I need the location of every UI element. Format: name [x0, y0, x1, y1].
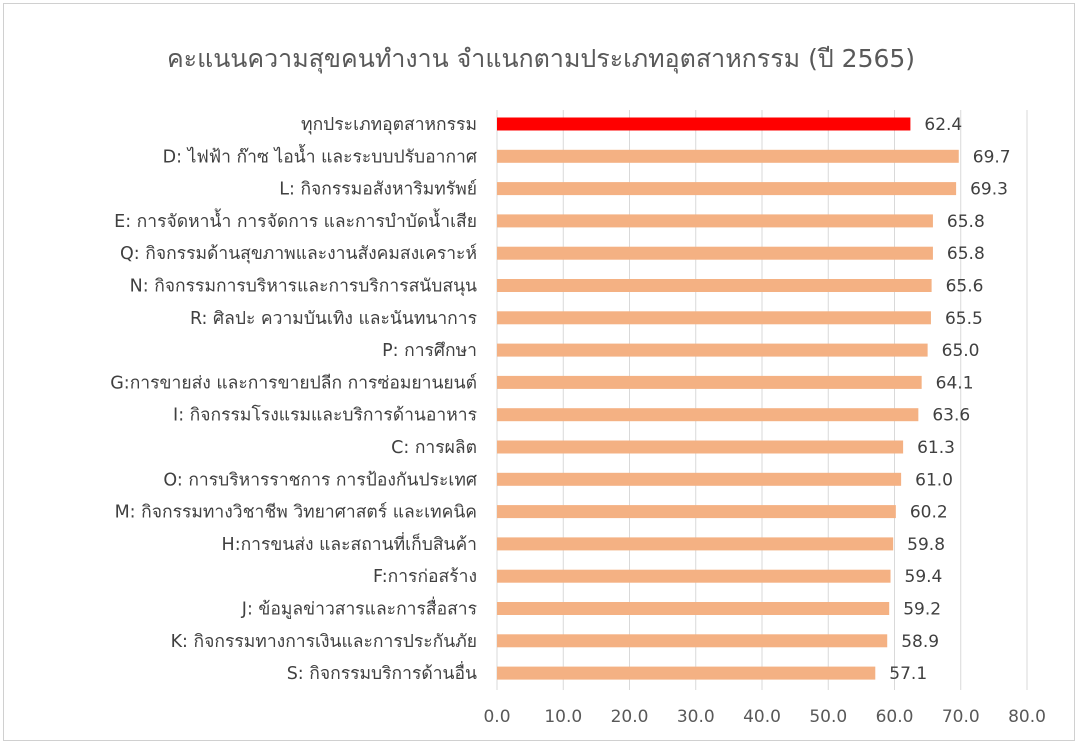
- category-label-16: K: กิจกรรมทางการเงินและการประกันภัย: [171, 632, 477, 652]
- category-label-2: L: กิจกรรมอสังหาริมทรัพย์: [279, 179, 477, 200]
- bar-9: [497, 408, 919, 422]
- bar-5: [497, 279, 932, 292]
- bar-14: [497, 569, 891, 583]
- category-label-12: M: กิจกรรมทางวิชาชีพ วิทยาศาสตร์ และเทคน…: [115, 502, 477, 523]
- value-label-0: 62.4: [924, 115, 962, 135]
- category-label-1: D: ไฟฟ้า ก๊าซ ไอน้ำ และระบบปรับอากาศ: [163, 143, 477, 167]
- value-label-10: 61.3: [917, 438, 955, 458]
- value-label-3: 65.8: [947, 212, 985, 232]
- bar-1: [497, 149, 959, 163]
- category-label-17: S: กิจกรรมบริการด้านอื่น: [287, 661, 477, 684]
- value-label-11: 61.0: [915, 470, 953, 490]
- category-label-0: ทุกประเภทอุตสาหกรรม: [301, 115, 477, 135]
- value-label-16: 58.9: [901, 632, 939, 652]
- category-label-10: C: การผลิต: [391, 438, 477, 458]
- chart-title: คะแนนความสุขคนทำงาน จำแนกตามประเภทอุตสาห…: [167, 44, 915, 74]
- x-tick-label-4: 40.0: [743, 707, 781, 727]
- chart-frame: คะแนนความสุขคนทำงาน จำแนกตามประเภทอุตสาห…: [3, 3, 1075, 741]
- bars: [497, 117, 959, 680]
- value-label-15: 59.2: [903, 600, 941, 620]
- bar-13: [497, 537, 894, 551]
- bar-11: [497, 472, 902, 486]
- category-label-15: J: ข้อมูลข่าวสารและการสื่อสาร: [241, 597, 477, 620]
- bar-12: [497, 505, 896, 519]
- category-label-8: G:การขายส่ง และการขายปลีก การซ่อมยานยนต์: [110, 372, 477, 393]
- category-label-3: E: การจัดหาน้ำ การจัดการ และการบำบัดน้ำเ…: [114, 208, 477, 232]
- x-tick-label-3: 30.0: [677, 707, 715, 727]
- bar-6: [497, 311, 931, 325]
- value-label-7: 65.0: [942, 341, 980, 361]
- value-label-5: 65.6: [946, 277, 984, 297]
- value-label-6: 65.5: [945, 309, 983, 329]
- x-tick-label-6: 60.0: [876, 707, 914, 727]
- x-axis-tick-labels: 0.0 10.0 20.0 30.0 40.0 50.0 60.0 70.0 80.0: [483, 707, 1045, 727]
- value-label-17: 57.1: [889, 664, 927, 684]
- category-label-6: R: ศิลปะ ความบันเทิง และนันทนาการ: [190, 309, 477, 329]
- bar-0: [497, 117, 911, 131]
- value-label-13: 59.8: [907, 535, 945, 555]
- bar-16: [497, 634, 888, 648]
- value-label-1: 69.7: [973, 147, 1011, 167]
- value-label-2: 69.3: [970, 180, 1008, 200]
- bar-8: [497, 375, 922, 389]
- bar-chart: คะแนนความสุขคนทำงาน จำแนกตามประเภทอุตสาห…: [110, 44, 1046, 727]
- category-label-9: I: กิจกรรมโรงแรมและบริการด้านอาหาร: [173, 405, 477, 426]
- category-label-13: H:การขนส่ง และสถานที่เก็บสินค้า: [222, 532, 477, 555]
- x-tick-label-8: 80.0: [1008, 707, 1046, 727]
- x-tick-label-0: 0.0: [483, 707, 510, 727]
- category-label-11: O: การบริหารราชการ การป้องกันประเทศ: [163, 470, 477, 490]
- value-labels: 62.4 69.7 69.3 65.8 65.8 65.6 65.5 65.0 64.1 63.6…: [889, 115, 1010, 684]
- bar-4: [497, 246, 933, 260]
- bar-10: [497, 440, 904, 454]
- grid-lines: [496, 110, 1028, 690]
- value-label-9: 63.6: [932, 406, 970, 426]
- bar-7: [497, 343, 928, 357]
- category-label-7: P: การศึกษา: [382, 341, 477, 361]
- bar-3: [497, 214, 933, 228]
- bar-15: [497, 602, 890, 615]
- category-label-4: Q: กิจกรรมด้านสุขภาพและงานสังคมสงเคราะห์: [120, 243, 477, 264]
- bar-17: [497, 666, 876, 680]
- value-label-14: 59.4: [905, 567, 943, 587]
- category-labels: ทุกประเภทอุตสาหกรรม D: ไฟฟ้า ก๊าซ ไอน้ำ แ…: [110, 115, 477, 684]
- category-label-14: F:การก่อสร้าง: [373, 567, 477, 587]
- x-tick-label-5: 50.0: [809, 707, 847, 727]
- category-label-5: N: กิจกรรมการบริหารและการบริการสนับสนุน: [130, 277, 477, 297]
- x-tick-label-7: 70.0: [942, 707, 980, 727]
- value-label-12: 60.2: [910, 503, 948, 523]
- bar-2: [497, 182, 957, 196]
- x-tick-label-1: 10.0: [544, 707, 582, 727]
- value-label-8: 64.1: [936, 373, 974, 393]
- value-label-4: 65.8: [947, 244, 985, 264]
- x-tick-label-2: 20.0: [611, 707, 649, 727]
